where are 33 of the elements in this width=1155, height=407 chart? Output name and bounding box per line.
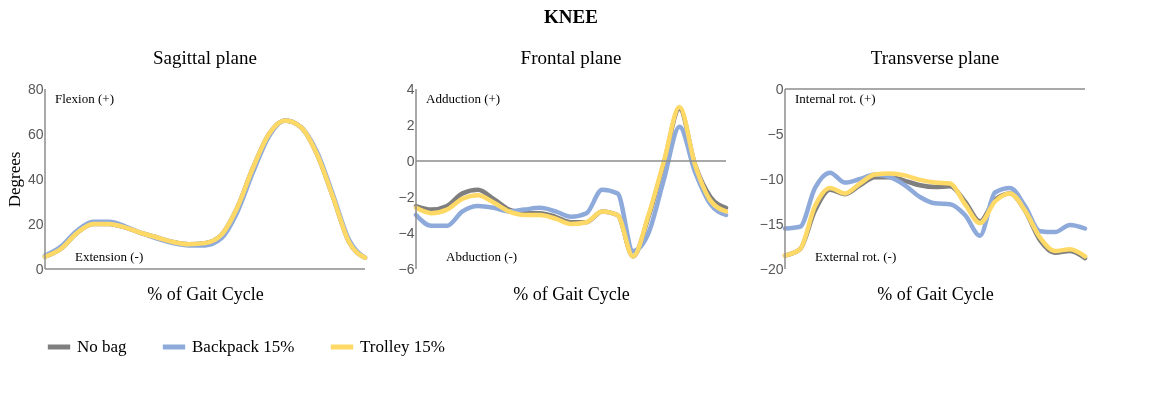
- chart-title: Transverse plane: [870, 47, 1000, 68]
- y-tick-label: −5: [767, 125, 784, 142]
- y-tick-label: 0: [775, 80, 784, 97]
- annotation: External rot. (-): [815, 249, 897, 264]
- y-tick-label: 4: [406, 80, 415, 97]
- annotation: Extension (-): [75, 249, 144, 264]
- annotation: Flexion (+): [55, 91, 114, 106]
- y-tick-label: −10: [759, 170, 784, 187]
- y-tick-label: 80: [27, 80, 44, 97]
- y-tick-label: 60: [27, 125, 44, 142]
- y-tick-label: −4: [398, 224, 415, 241]
- legend-label: Trolley 15%: [360, 337, 445, 356]
- x-axis-title: % of Gait Cycle: [147, 283, 264, 304]
- y-tick-label: 0: [406, 152, 415, 169]
- chart-title: Sagittal plane: [153, 47, 257, 68]
- annotation: Abduction (-): [446, 249, 518, 264]
- y-tick-label: 0: [35, 260, 44, 277]
- y-tick-label: −2: [398, 188, 415, 205]
- y-tick-label: −6: [398, 260, 415, 277]
- y-tick-label: 40: [27, 170, 44, 187]
- annotation: Internal rot. (+): [795, 91, 876, 106]
- y-tick-label: 20: [27, 215, 44, 232]
- x-axis-title: % of Gait Cycle: [513, 283, 630, 304]
- legend-label: No bag: [77, 337, 128, 356]
- annotation: Adduction (+): [426, 91, 501, 106]
- y-tick-label: −20: [759, 260, 784, 277]
- y-axis-title: Degrees: [4, 151, 24, 208]
- y-tick-label: −15: [759, 215, 784, 232]
- y-tick-label: 2: [406, 116, 415, 133]
- legend-label: Backpack 15%: [192, 337, 295, 356]
- x-axis-title: % of Gait Cycle: [877, 283, 994, 304]
- chart-title: KNEE: [544, 6, 598, 27]
- chart-subtitle: Frontal plane: [520, 47, 622, 68]
